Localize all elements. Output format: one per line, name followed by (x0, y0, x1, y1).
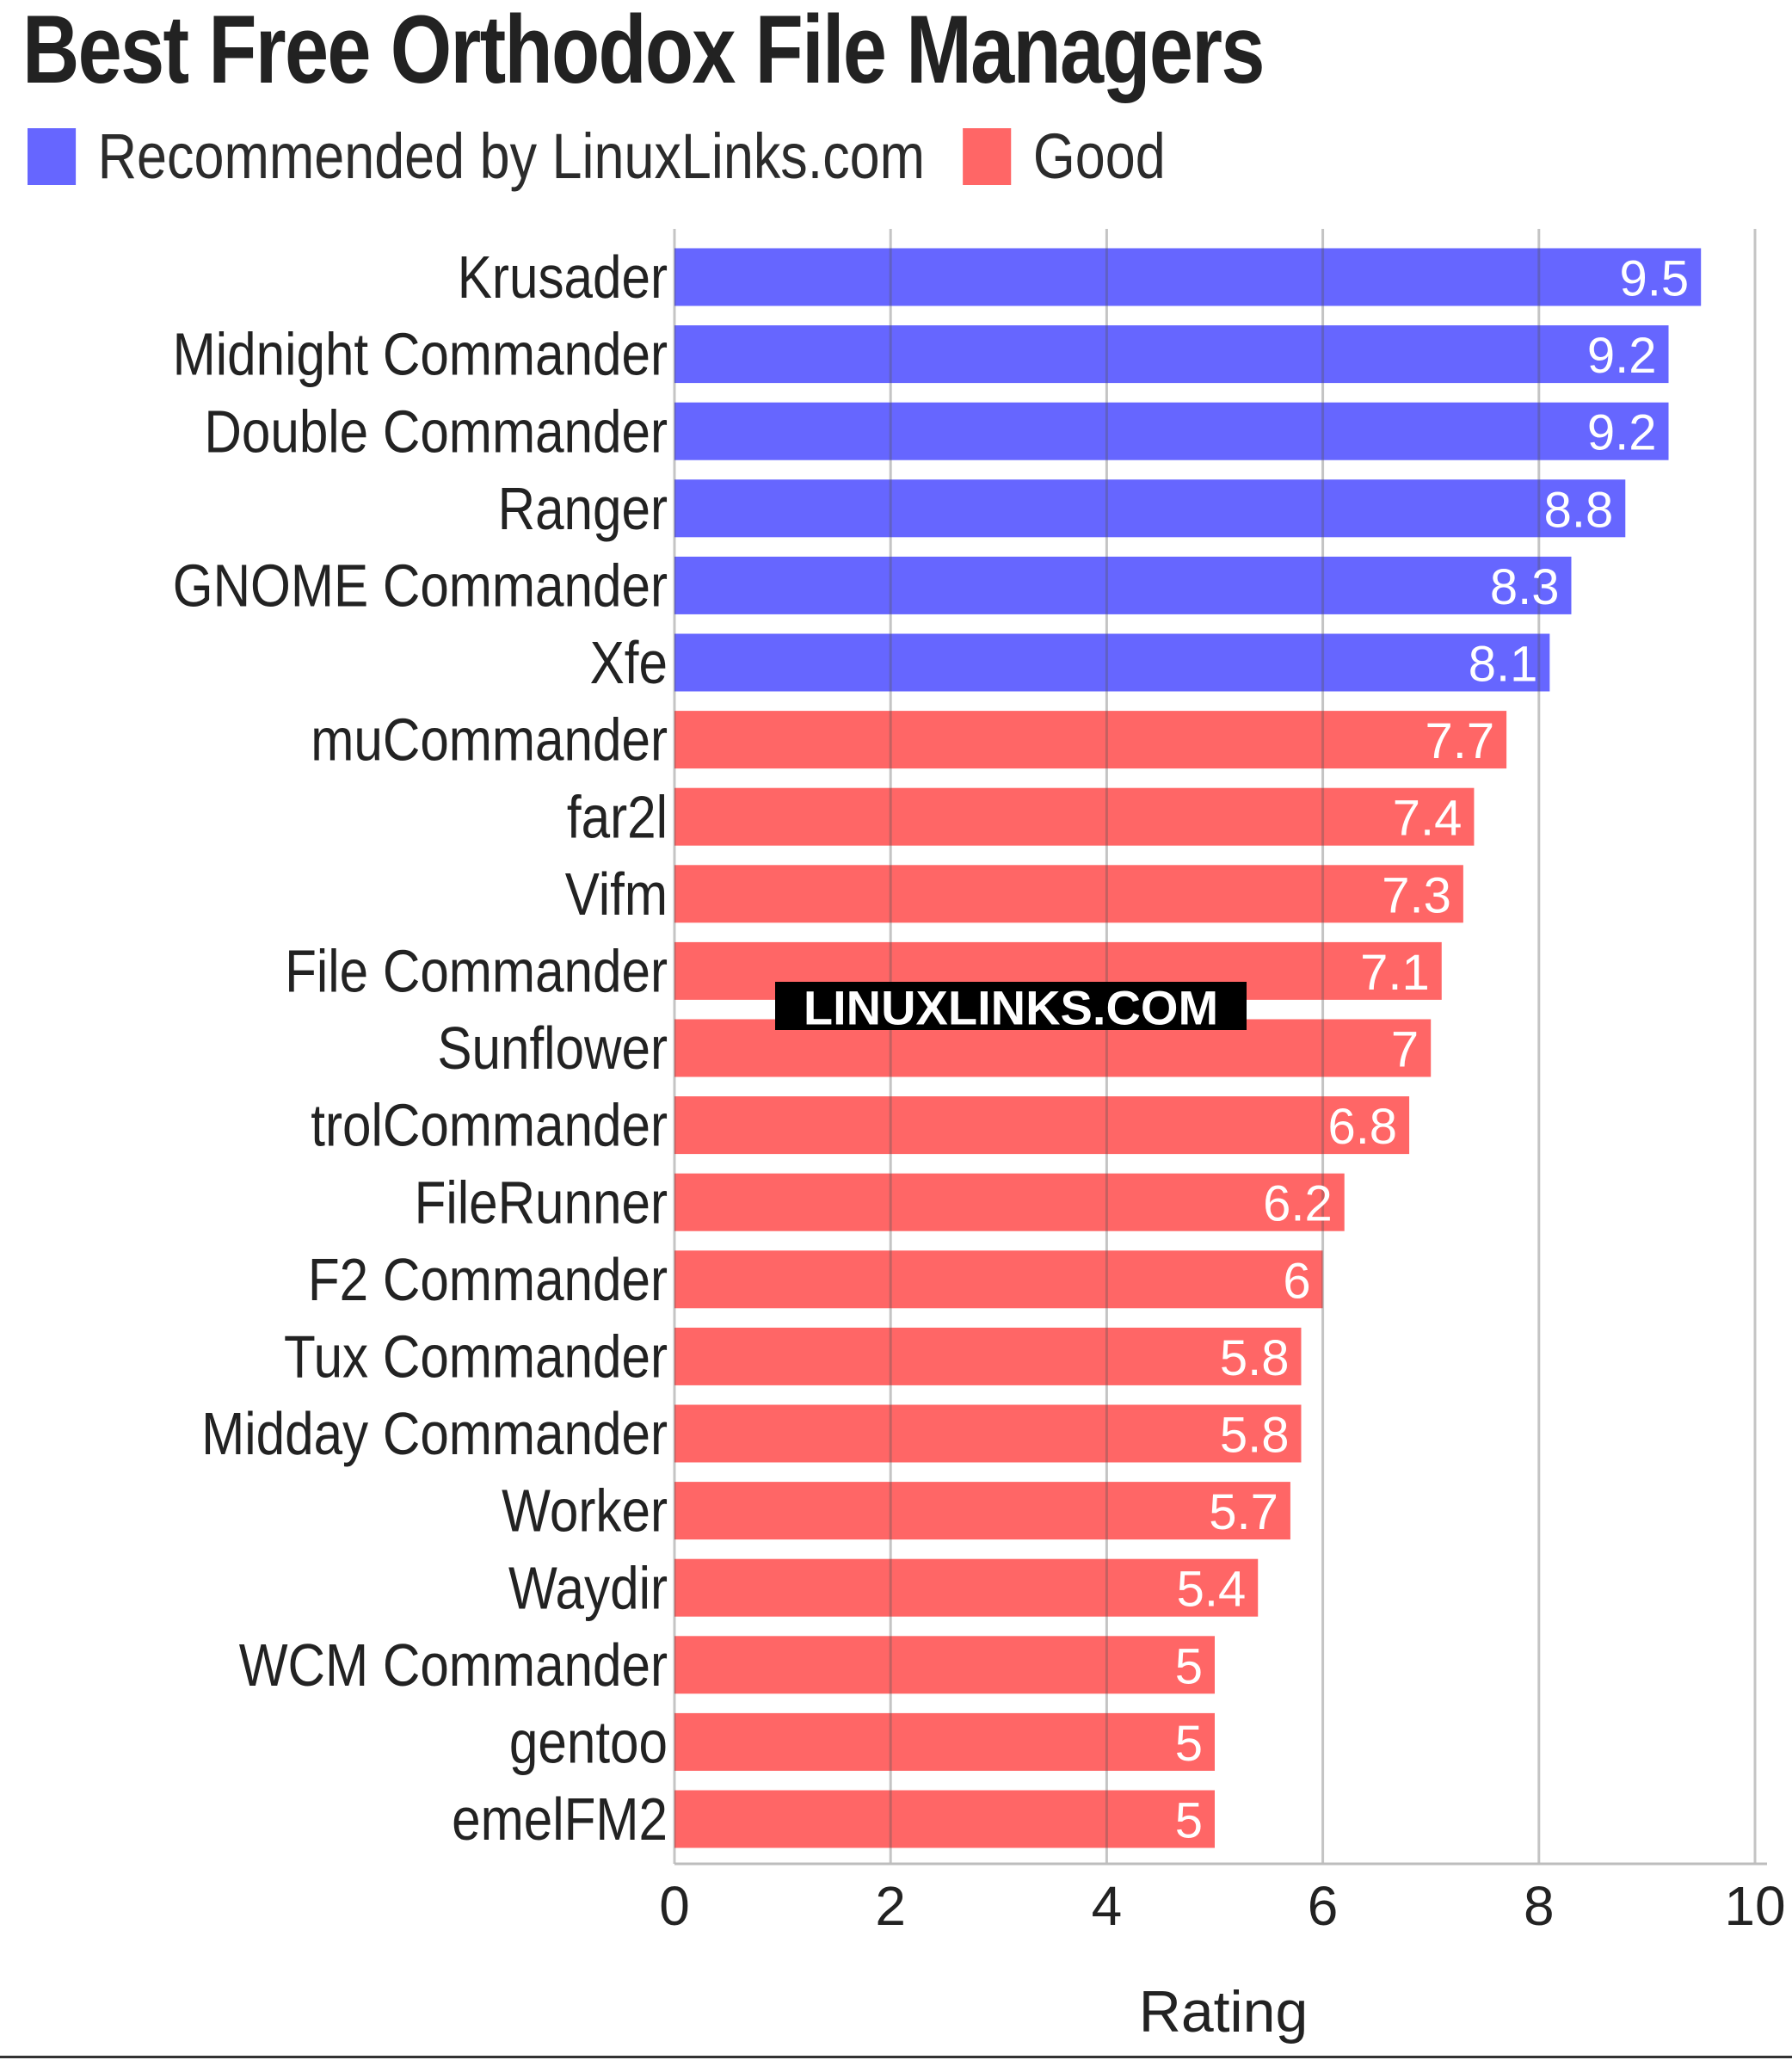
category-label-17: Waydir (508, 1554, 668, 1621)
category-labels: Krusader Midnight Commander Double Command… (173, 244, 668, 1853)
x-tick-label-2: 4 (1092, 1875, 1123, 1937)
bar-1 (674, 325, 1669, 384)
x-tick-label-5: 10 (1724, 1875, 1785, 1937)
category-label-2: Double Commander (204, 398, 668, 465)
bar-20 (674, 1790, 1215, 1848)
value-label-6: 7.7 (1425, 713, 1494, 769)
bar-18 (674, 1636, 1215, 1694)
bars (674, 248, 1702, 1848)
bar-2 (674, 402, 1669, 460)
bar-16 (674, 1482, 1290, 1540)
value-label-12: 6.2 (1263, 1176, 1333, 1232)
category-label-3: Ranger (498, 475, 668, 542)
bar-4 (674, 556, 1572, 614)
x-tick-label-4: 8 (1524, 1875, 1555, 1937)
value-label-17: 5.4 (1177, 1562, 1247, 1618)
category-label-10: Sunflower (437, 1015, 668, 1082)
value-label-5: 8.1 (1469, 637, 1538, 693)
bar-17 (674, 1558, 1259, 1617)
value-label-13: 6 (1283, 1253, 1310, 1309)
category-label-4: GNOME Commander (173, 552, 668, 619)
value-label-11: 6.8 (1327, 1099, 1397, 1155)
bar-5 (674, 633, 1550, 692)
category-label-18: WCM Commander (239, 1631, 668, 1699)
value-label-20: 5 (1175, 1793, 1203, 1849)
bar-13 (674, 1250, 1323, 1309)
bar-12 (674, 1173, 1345, 1231)
x-axis-title: Rating (1139, 1979, 1309, 2045)
value-label-10: 7 (1391, 1022, 1419, 1078)
category-label-13: F2 Commander (308, 1246, 668, 1313)
watermark: LINUXLINKS.COM (775, 981, 1247, 1035)
bar-8 (674, 865, 1463, 923)
value-label-9: 7.1 (1360, 945, 1430, 1001)
bar-19 (674, 1712, 1215, 1771)
category-label-5: Xfe (590, 629, 668, 696)
x-tick-label-3: 6 (1308, 1875, 1339, 1937)
legend-swatch-recommended (28, 128, 77, 185)
category-label-15: Midday Commander (201, 1400, 668, 1467)
chart-title: Best Free Orthodox File Managers (22, 0, 1265, 103)
bar-15 (674, 1404, 1302, 1463)
watermark-background (775, 982, 1247, 1030)
bar-3 (674, 479, 1626, 538)
category-label-6: muCommander (311, 706, 668, 773)
bar-11 (674, 1096, 1410, 1155)
value-label-1: 9.2 (1587, 328, 1657, 384)
value-label-3: 8.8 (1544, 482, 1614, 538)
value-label-16: 5.7 (1209, 1484, 1278, 1540)
category-label-12: FileRunner (415, 1169, 668, 1236)
bar-0 (674, 248, 1702, 306)
value-labels: 9.5 9.2 9.2 8.8 8.3 8.1 7.7 7.4 7.3 7.1 7 6.8 6.2 6 5.… (1175, 251, 1689, 1849)
value-label-15: 5.8 (1220, 1408, 1290, 1464)
category-label-19: gentoo (509, 1708, 668, 1775)
category-label-9: File Commander (285, 937, 668, 1004)
category-label-8: Vifm (565, 860, 668, 928)
category-label-7: far2l (567, 783, 668, 850)
value-label-18: 5 (1175, 1638, 1203, 1694)
legend-swatch-good (963, 128, 1012, 185)
category-label-14: Tux Commander (284, 1323, 668, 1390)
bottom-rule (0, 2056, 1792, 2058)
watermark-text: LINUXLINKS.COM (804, 981, 1218, 1035)
category-label-20: emelFM2 (452, 1786, 668, 1853)
bar-14 (674, 1327, 1302, 1385)
value-label-0: 9.5 (1620, 251, 1690, 307)
category-label-1: Midnight Commander (173, 320, 668, 387)
x-axis: 0 2 4 6 8 10 Rating (659, 1862, 1786, 2045)
legend: Recommended by LinuxLinks.com Good (28, 120, 1204, 192)
value-label-2: 9.2 (1587, 405, 1657, 461)
category-label-16: Worker (502, 1477, 668, 1544)
legend-item-good: Good (963, 120, 1166, 192)
value-label-14: 5.8 (1220, 1330, 1290, 1386)
bar-7 (674, 787, 1475, 846)
value-label-7: 7.4 (1393, 791, 1463, 847)
value-label-4: 8.3 (1490, 559, 1560, 615)
value-label-19: 5 (1175, 1716, 1203, 1772)
bar-6 (674, 711, 1507, 769)
x-tick-label-0: 0 (659, 1875, 690, 1937)
legend-item-recommended: Recommended by LinuxLinks.com (28, 125, 925, 188)
grid-lines (673, 229, 1757, 1864)
category-label-11: trolCommander (311, 1091, 668, 1158)
value-label-8: 7.3 (1382, 867, 1451, 923)
category-label-0: Krusader (458, 244, 668, 311)
x-tick-label-1: 2 (875, 1875, 906, 1937)
legend-label-good: Good (1032, 120, 1166, 192)
legend-label-recommended: Recommended by LinuxLinks.com (97, 120, 926, 192)
